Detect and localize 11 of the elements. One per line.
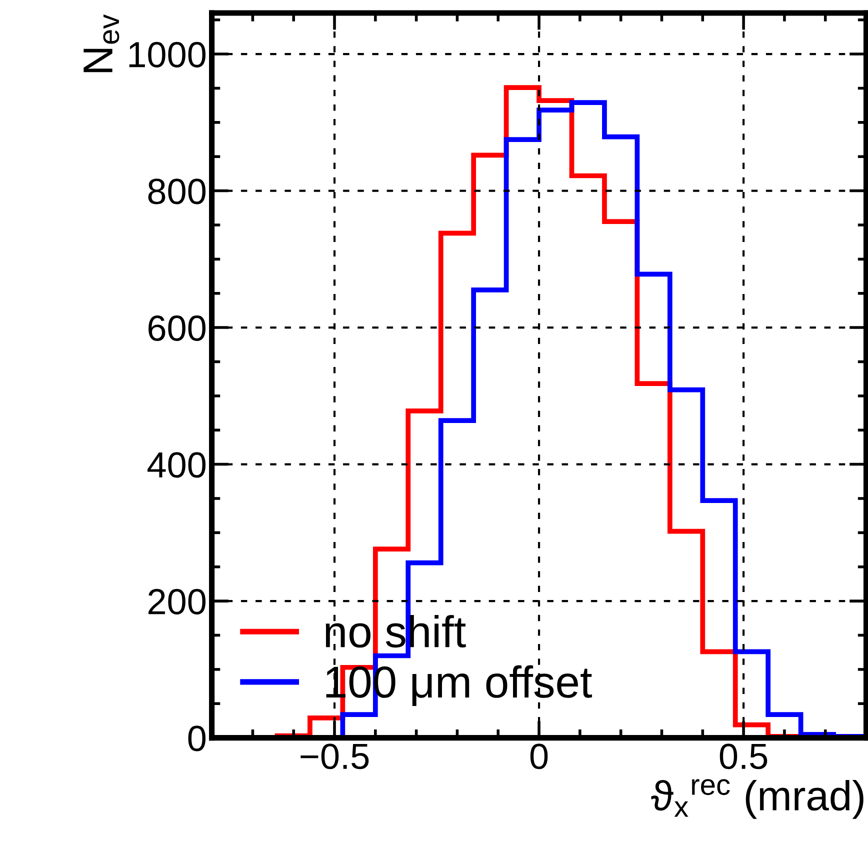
y-tick-label: 600 xyxy=(148,315,206,341)
x-axis-title: ϑ$_{x}$$^{rec}$ (mrad) xyxy=(651,779,864,819)
y-axis-title: N$_{ev}$ xyxy=(84,14,120,72)
x-tick-label: 0.5 xyxy=(720,744,768,770)
y-tick-label: 200 xyxy=(148,588,206,614)
x-tick-label: 0 xyxy=(530,744,548,770)
y-tick-label: 1000 xyxy=(129,42,206,68)
x-tick-label: −0.5 xyxy=(300,744,369,770)
y-tick-label: 800 xyxy=(148,178,206,204)
y-tick-label: 400 xyxy=(148,452,206,478)
y-tick-label: 0 xyxy=(188,726,206,752)
